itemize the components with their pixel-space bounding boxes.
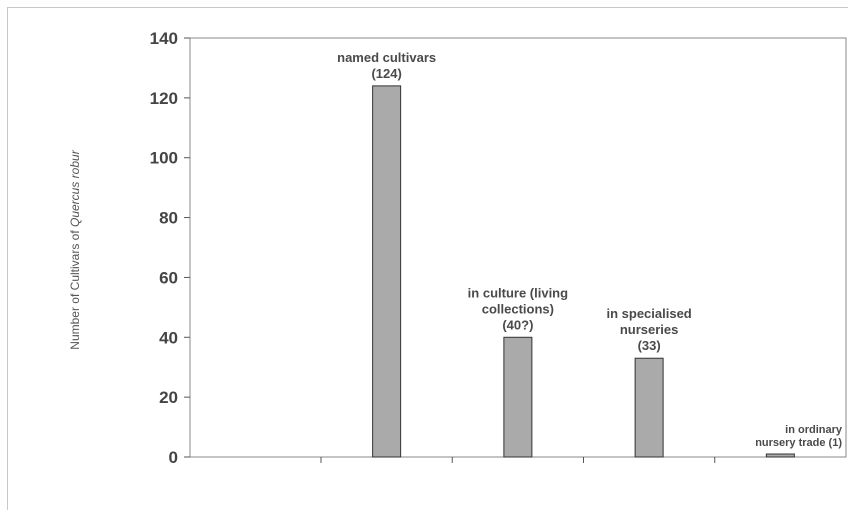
bar-data-label: in culture (living (468, 285, 568, 300)
y-tick-label: 80 (159, 209, 178, 228)
bars (372, 85, 795, 458)
y-axis-label-species: Quercus robur (68, 149, 82, 227)
y-axis-ticks: 0 20 40 60 80 100 120 140 (150, 29, 190, 467)
bar-data-label: nurseries (620, 322, 679, 337)
bar-data-label: collections) (482, 301, 554, 316)
y-tick-label: 20 (159, 388, 178, 407)
bar-data-label: in specialised (606, 306, 691, 321)
x-axis-ticks (320, 457, 716, 463)
y-tick-label: 120 (150, 89, 178, 108)
y-tick-label: 140 (150, 29, 178, 48)
y-axis-label: Number of Cultivars of Quercus robur (68, 149, 82, 349)
y-tick-label: 0 (169, 448, 178, 467)
y-tick-label: 100 (150, 149, 178, 168)
bar (634, 357, 664, 458)
bar (372, 85, 402, 458)
bar (503, 336, 533, 458)
bar-data-label: (124) (371, 66, 401, 81)
bar-data-label: (40?) (502, 317, 533, 332)
y-tick-label: 60 (159, 268, 178, 287)
bar (765, 453, 795, 458)
chart-frame (7, 7, 848, 510)
y-tick-label: 40 (159, 328, 178, 347)
bar-data-label: in ordinary (785, 424, 843, 436)
y-axis-label-prefix: Number of Cultivars of (68, 227, 82, 350)
bar-data-label: (33) (638, 338, 661, 353)
data-labels: named cultivars(124) in culture (livingco… (337, 50, 843, 449)
bar-data-label: nursery trade (1) (755, 437, 842, 449)
bar-data-label: named cultivars (337, 50, 436, 65)
